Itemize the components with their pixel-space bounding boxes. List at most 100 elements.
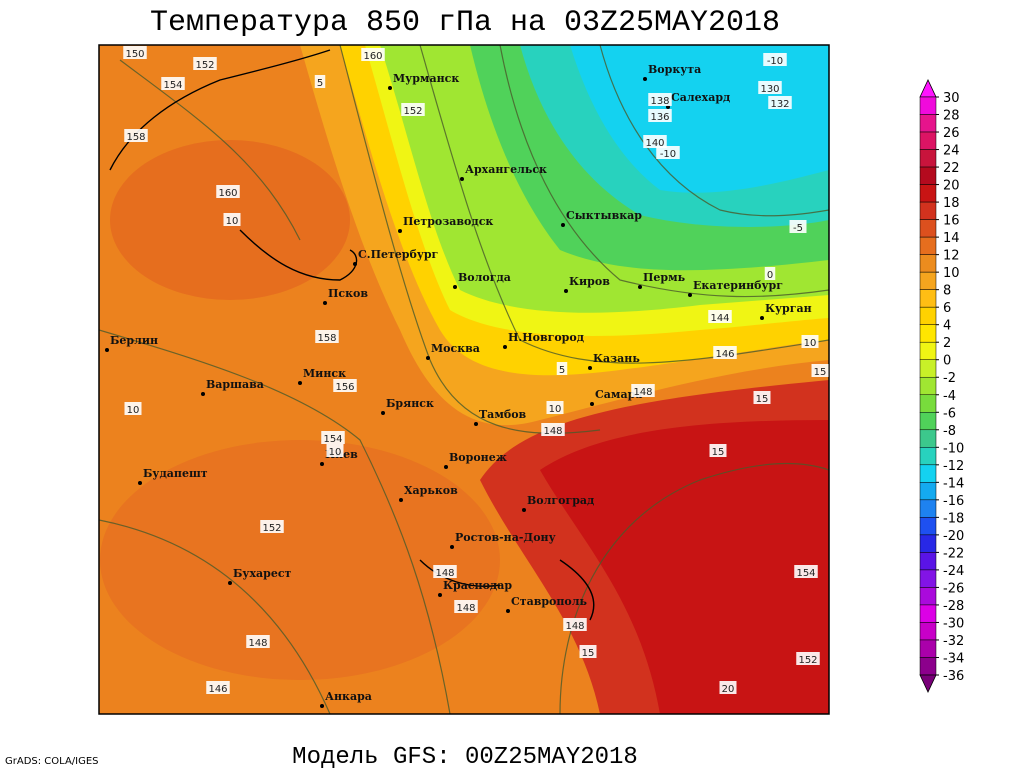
height-label: 140 bbox=[645, 138, 664, 149]
label-box bbox=[794, 565, 818, 578]
contour-line bbox=[119, 59, 301, 241]
model-caption: Модель GFS: 00Z25MAY2018 bbox=[292, 744, 638, 768]
city-label: Брянск bbox=[386, 397, 434, 410]
height-label: 132 bbox=[770, 99, 789, 110]
colorbar-tick-label: 14 bbox=[943, 231, 960, 246]
label-box bbox=[768, 96, 792, 109]
city-label: Ростов-на-Дону bbox=[455, 531, 556, 544]
height-label: 154 bbox=[163, 80, 182, 91]
label-box bbox=[811, 364, 829, 377]
coastline bbox=[419, 559, 595, 621]
map-field bbox=[99, 45, 829, 714]
city-label: Волгоград bbox=[527, 494, 594, 507]
label-box bbox=[648, 109, 672, 122]
height-label: 152 bbox=[262, 523, 281, 534]
colorbar-tick-label: -8 bbox=[943, 424, 956, 439]
label-box bbox=[648, 93, 672, 106]
city-label: Будапешт bbox=[143, 467, 208, 480]
city-label: Н.Новгород bbox=[508, 331, 584, 344]
map-frame bbox=[98, 44, 830, 715]
colorbar-bin bbox=[919, 552, 937, 571]
colorbar-bin bbox=[919, 517, 937, 536]
colorbar-tick-label: -34 bbox=[943, 651, 964, 666]
colorbar-bin bbox=[919, 271, 937, 290]
label-box bbox=[796, 652, 820, 665]
colorbar-tick-label: -28 bbox=[943, 599, 964, 614]
city-dot bbox=[474, 422, 478, 426]
colorbar-bin bbox=[919, 341, 937, 360]
height-label: 158 bbox=[126, 132, 145, 143]
city-label: Сыктывкар bbox=[566, 209, 642, 222]
colorbar-arrow bbox=[919, 674, 937, 693]
city-label: Архангельск bbox=[465, 163, 547, 176]
label-box bbox=[631, 384, 655, 397]
field-blob bbox=[540, 420, 829, 714]
label-box bbox=[789, 220, 807, 233]
height-label: 148 bbox=[456, 603, 475, 614]
map-labels: Мурманск Воркута Салехард Архангельск Петроз… bbox=[105, 46, 829, 708]
label-box bbox=[643, 135, 667, 148]
city-label: Москва bbox=[431, 342, 480, 355]
colorbar-bin bbox=[919, 499, 937, 518]
height-label: 152 bbox=[195, 60, 214, 71]
label-box bbox=[719, 681, 737, 694]
colorbar-bin bbox=[919, 114, 937, 133]
contour-line bbox=[339, 45, 601, 434]
city-dot bbox=[381, 411, 385, 415]
colorbar-tick-label: -14 bbox=[943, 476, 964, 491]
colorbar-tick-label: 18 bbox=[943, 196, 960, 211]
label-box bbox=[579, 645, 597, 658]
city-dot bbox=[320, 462, 324, 466]
city-dot bbox=[398, 229, 402, 233]
colorbar-tick-label: 16 bbox=[943, 214, 960, 229]
temperature-label: 10 bbox=[127, 405, 140, 416]
label-box bbox=[193, 57, 217, 70]
colorbar-tick-label: -20 bbox=[943, 529, 964, 544]
city-label: Харьков bbox=[404, 484, 458, 497]
city-label: Казань bbox=[593, 352, 640, 365]
title: Температура 850 гПа на 03Z25MAY2018 bbox=[150, 6, 780, 40]
city-label: Воронеж bbox=[449, 451, 507, 464]
colorbar-bin bbox=[919, 219, 937, 238]
label-box bbox=[315, 330, 339, 343]
city-label: Ставрополь bbox=[511, 595, 588, 608]
colorbar-tick-label: -2 bbox=[943, 371, 956, 386]
city-label: Самара bbox=[595, 388, 642, 401]
label-box bbox=[223, 213, 241, 226]
height-label: 144 bbox=[710, 313, 729, 324]
city-label: Пермь bbox=[643, 271, 686, 284]
colorbar-tick-label: 6 bbox=[943, 301, 951, 316]
city-dot bbox=[323, 301, 327, 305]
height-label: 146 bbox=[208, 684, 227, 695]
city-dot bbox=[506, 609, 510, 613]
city-dot bbox=[460, 177, 464, 181]
colorbar-tick-label: -6 bbox=[943, 406, 956, 421]
colorbar: 302826242220181614121086420-2-4-6-8-10-1… bbox=[919, 79, 964, 693]
temperature-label: 10 bbox=[329, 447, 342, 458]
colorbar-tick-label: 0 bbox=[943, 354, 951, 369]
colorbar-tick-label: -18 bbox=[943, 511, 964, 526]
height-label: 160 bbox=[363, 51, 382, 62]
colorbar-bin bbox=[919, 464, 937, 483]
city-label: Варшава bbox=[206, 378, 264, 391]
credit: GrADS: COLA/IGES bbox=[5, 756, 99, 767]
city-label: Вологда bbox=[458, 271, 511, 284]
label-box bbox=[801, 335, 819, 348]
colorbar-tick-label: 12 bbox=[943, 249, 960, 264]
colorbar-bin bbox=[919, 412, 937, 431]
label-box bbox=[401, 103, 425, 116]
label-box bbox=[454, 600, 478, 613]
height-label: 148 bbox=[565, 621, 584, 632]
city-dot bbox=[426, 356, 430, 360]
colorbar-bin bbox=[919, 534, 937, 553]
contour-line bbox=[499, 45, 829, 298]
colorbar-bin bbox=[919, 622, 937, 641]
height-label: 156 bbox=[335, 382, 354, 393]
city-dot bbox=[105, 348, 109, 352]
colorbar-bin bbox=[919, 376, 937, 396]
contour-line bbox=[559, 462, 829, 714]
colorbar-bin bbox=[919, 587, 937, 606]
city-label: Курган bbox=[765, 302, 812, 315]
city-label: Тамбов bbox=[479, 408, 527, 421]
colorbar-bin bbox=[919, 324, 937, 343]
